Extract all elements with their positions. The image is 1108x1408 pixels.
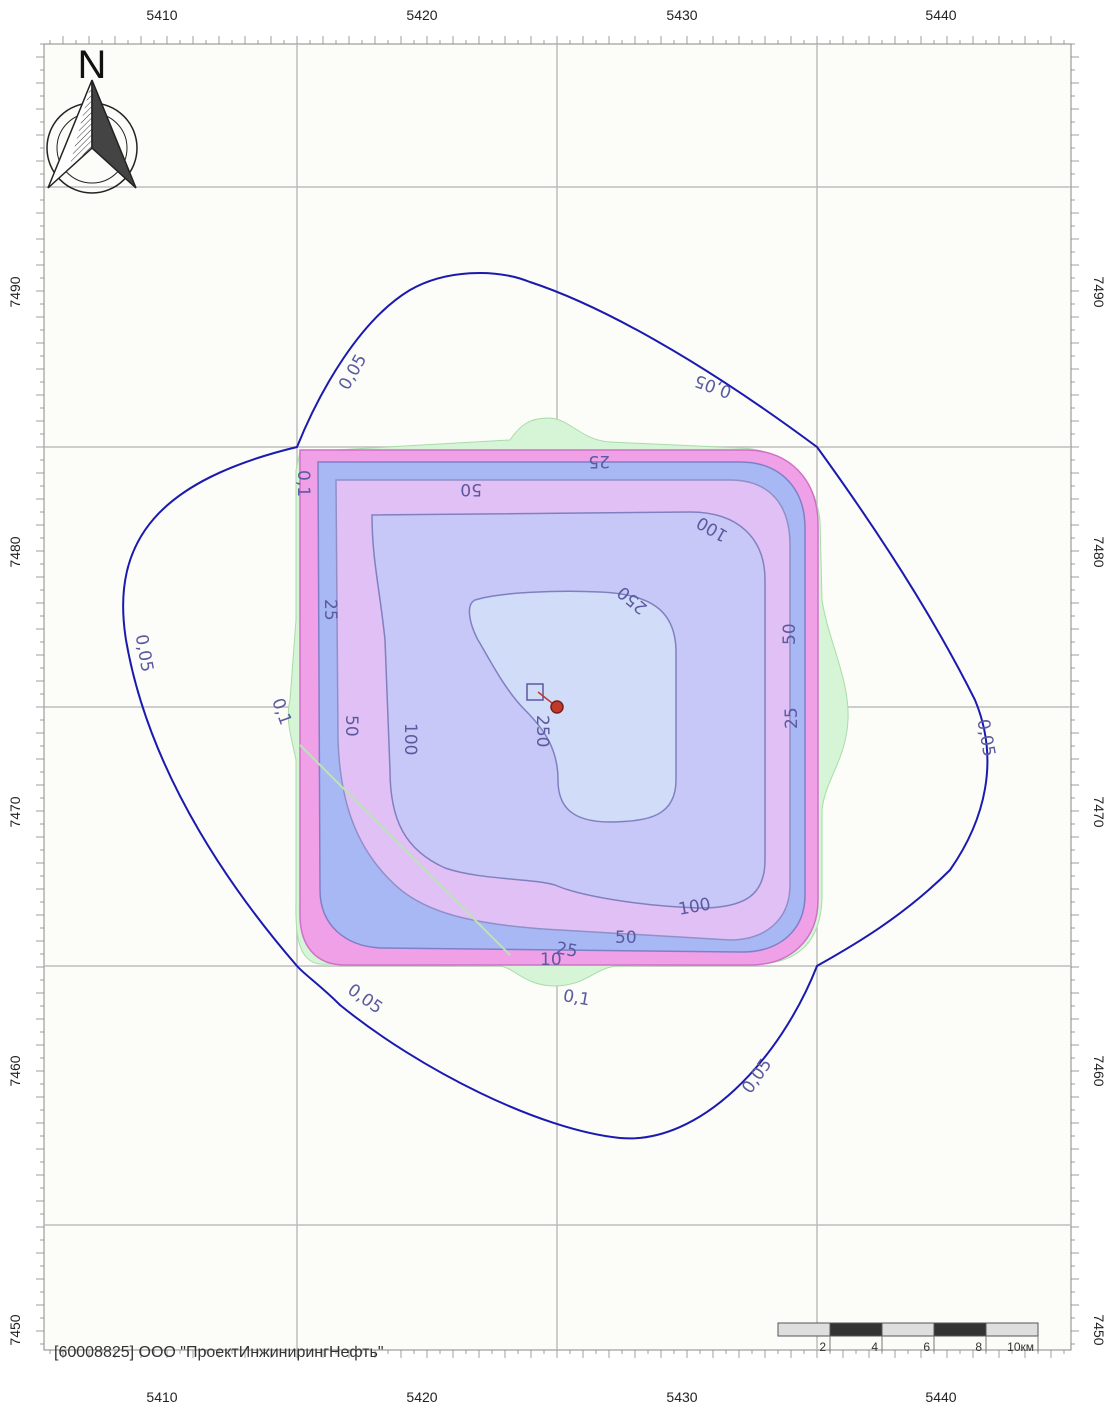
y-tick-label: 7470	[7, 796, 23, 827]
scale-label: 2	[819, 1340, 826, 1354]
label-25-bottom: 25	[554, 938, 579, 961]
label-0-1-bottom: 0,1	[561, 986, 591, 1010]
x-tick-label: 5410	[146, 7, 177, 23]
y-tick-label: 7480	[7, 536, 23, 567]
coordinate-ruler	[36, 36, 1079, 1358]
organization-label: [60008825] ООО "ПроектИнжинирингНефть"	[54, 1344, 384, 1361]
label-50-left: 50	[341, 715, 361, 737]
y-tick-label: 7470	[1091, 796, 1107, 827]
axis-labels-top: 5410 5420 5430 5440	[146, 7, 956, 23]
y-tick-label: 7460	[1091, 1055, 1107, 1086]
y-tick-label: 7460	[7, 1055, 23, 1086]
label-25-left: 25	[320, 599, 340, 621]
y-tick-label: 7490	[7, 276, 23, 307]
scale-bar: 2 4 6 8 10км	[777, 1322, 1039, 1354]
x-tick-label: 5410	[146, 1389, 177, 1405]
y-tick-label: 7480	[1091, 536, 1107, 567]
label-10-bottom: 10	[540, 950, 562, 970]
pipeline-line	[299, 744, 511, 956]
axis-labels-left: 7490 7480 7470 7460 7450	[7, 276, 23, 1345]
scale-label: 6	[923, 1340, 930, 1354]
label-25-top: 25	[588, 451, 610, 471]
x-tick-label: 5430	[666, 1389, 697, 1405]
y-tick-label: 7450	[1091, 1314, 1107, 1345]
scale-label: 4	[871, 1340, 878, 1354]
y-tick-label: 7450	[7, 1314, 23, 1345]
label-50-top: 50	[460, 479, 482, 499]
source-point[interactable]	[550, 700, 564, 714]
north-label: N	[78, 43, 107, 87]
scale-label: 10км	[1007, 1340, 1034, 1354]
x-tick-label: 5440	[925, 1389, 956, 1405]
north-arrow-icon: N	[46, 43, 138, 194]
x-tick-label: 5430	[666, 7, 697, 23]
x-tick-label: 5420	[406, 1389, 437, 1405]
label-50-bottom: 50	[615, 928, 637, 948]
outer-contour-0-05	[122, 271, 989, 1140]
zone-250	[468, 590, 677, 823]
y-tick-label: 7490	[1091, 276, 1107, 307]
x-tick-label: 5440	[925, 7, 956, 23]
label-50-right: 50	[780, 623, 800, 645]
label-100-left: 100	[400, 723, 420, 755]
scale-label: 8	[975, 1340, 982, 1354]
label-0-1-top-left: 0,1	[293, 470, 313, 497]
source-square[interactable]	[526, 683, 544, 701]
axis-labels-right: 7490 7480 7470 7460 7450	[1091, 276, 1107, 1345]
x-tick-label: 5420	[406, 7, 437, 23]
axis-labels-bottom: 5410 5420 5430 5440	[146, 1389, 956, 1405]
label-250-center: 250	[532, 715, 552, 747]
label-25-right: 25	[782, 707, 802, 729]
